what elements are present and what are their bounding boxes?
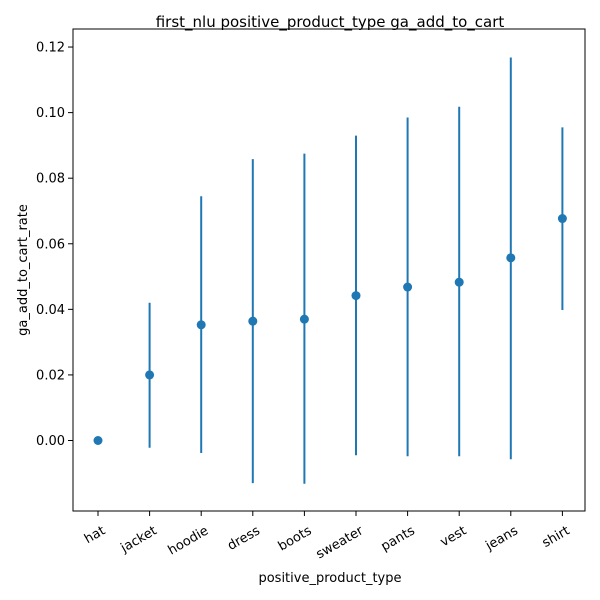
data-point-dress xyxy=(248,316,258,326)
plot-frame xyxy=(72,28,586,512)
chart-title: first_nlu positive_product_type ga_add_t… xyxy=(156,13,505,32)
y-tick-label: 0.06 xyxy=(36,237,65,252)
x-tick-label-dress: dress xyxy=(225,523,263,554)
x-tick-label-jacket: jacket xyxy=(118,523,160,556)
x-tick-label-jeans: jeans xyxy=(482,523,521,554)
data-point-boots xyxy=(299,314,309,324)
data-point-sweater xyxy=(351,291,361,301)
y-axis-label: ga_add_to_cart_rate xyxy=(16,204,31,336)
y-tick-label: 0.00 xyxy=(36,434,65,449)
x-axis-label: positive_product_type xyxy=(258,571,401,586)
plot-area xyxy=(93,57,567,484)
x-tick-label-vest: vest xyxy=(438,523,469,550)
data-point-hat xyxy=(93,436,103,446)
data-point-shirt xyxy=(557,214,567,224)
y-tick-label: 0.10 xyxy=(36,106,65,121)
data-point-jacket xyxy=(145,370,155,380)
x-tick-label-pants: pants xyxy=(379,523,418,554)
y-tick-label: 0.02 xyxy=(36,368,65,383)
x-tick-label-boots: boots xyxy=(276,523,315,554)
x-tick-label-sweater: sweater xyxy=(314,523,367,562)
x-tick-label-hat: hat xyxy=(82,523,108,547)
data-point-jeans xyxy=(506,253,516,263)
x-tick-label-shirt: shirt xyxy=(540,523,573,551)
data-point-hoodie xyxy=(196,320,206,330)
y-tick-label: 0.08 xyxy=(36,172,65,187)
y-tick-label: 0.04 xyxy=(36,303,65,318)
data-point-vest xyxy=(454,277,464,287)
data-point-pants xyxy=(403,282,413,292)
y-tick-label: 0.12 xyxy=(36,41,65,56)
x-tick-label-hoodie: hoodie xyxy=(166,523,212,558)
